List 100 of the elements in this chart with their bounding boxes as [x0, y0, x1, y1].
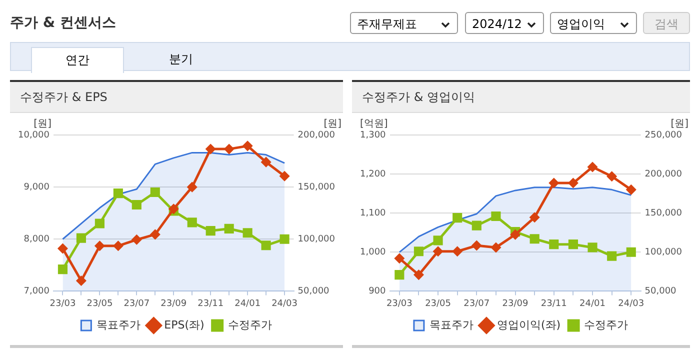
y2-tick-label: 50,000 — [644, 286, 677, 297]
x-tick-label: 23/07 — [464, 298, 490, 309]
y-tick-label: 10,000 — [18, 130, 50, 140]
y2-axis-title: [원] — [324, 118, 342, 130]
point — [394, 254, 404, 264]
point — [187, 182, 197, 192]
point — [113, 188, 123, 198]
text: 영업이익 — [550, 12, 637, 34]
x-tick-label: 24/03 — [272, 298, 298, 309]
y-tick-label: 9,000 — [24, 182, 50, 192]
point — [607, 172, 617, 182]
y-tick-label: 1,000 — [360, 247, 386, 258]
x-tick-label: 24/01 — [234, 298, 261, 309]
point — [150, 187, 160, 198]
point — [472, 220, 482, 230]
x-tick-label: 23/07 — [124, 298, 150, 309]
point — [549, 240, 559, 250]
point — [280, 234, 290, 244]
x-tick-label: 24/03 — [618, 298, 644, 309]
point — [261, 240, 271, 250]
point — [394, 270, 404, 280]
y-tick-label: 7,000 — [24, 286, 50, 297]
legend-label: 목표주가 — [96, 318, 141, 332]
chart-title: 수정주가 & EPS — [10, 80, 343, 113]
point — [132, 200, 142, 210]
point — [94, 241, 104, 251]
point — [224, 144, 234, 154]
x-tick-label: 23/11 — [540, 298, 567, 309]
point — [414, 270, 424, 280]
point — [76, 233, 86, 243]
y2-tick-label: 50,000 — [298, 286, 330, 297]
y-tick-label: 900 — [368, 286, 386, 297]
y-tick-label: 8,000 — [24, 234, 50, 244]
point — [491, 242, 501, 252]
point — [94, 218, 104, 228]
legend-label: 수정주가 — [584, 318, 628, 332]
point — [588, 162, 598, 172]
point — [452, 246, 462, 256]
point — [280, 171, 290, 181]
x-tick-label: 23/03 — [50, 298, 76, 309]
x-tick-label: 23/11 — [198, 298, 224, 309]
x-tick-label: 23/05 — [86, 298, 113, 309]
text: 분기 — [168, 51, 194, 68]
point — [530, 212, 540, 222]
y2-axis-title: [원] — [670, 118, 689, 130]
y2-tick-label: 150,000 — [298, 182, 336, 192]
point — [607, 251, 617, 261]
point — [549, 178, 559, 188]
x-tick-label: 23/05 — [425, 298, 452, 309]
x-tick-label: 23/03 — [386, 298, 412, 309]
text: 검색 — [643, 12, 690, 34]
point — [433, 236, 443, 246]
point — [452, 213, 462, 223]
point — [242, 141, 252, 151]
x-tick-label: 23/09 — [502, 298, 529, 309]
y2-tick-label: 250,000 — [644, 130, 682, 140]
point — [568, 240, 578, 250]
y2-tick-label: 100,000 — [298, 234, 336, 244]
legend-label: 수정주가 — [228, 318, 272, 332]
point — [510, 230, 520, 240]
text: 연간 — [31, 47, 124, 73]
point — [530, 234, 540, 244]
y-tick-label: 1,200 — [360, 169, 386, 180]
point — [76, 276, 86, 286]
y2-tick-label: 200,000 — [644, 169, 682, 180]
point — [187, 218, 197, 228]
text: 2024/12 — [465, 12, 544, 34]
x-tick-label: 24/01 — [580, 298, 606, 309]
point — [224, 224, 234, 234]
point — [491, 211, 501, 222]
point — [132, 234, 142, 244]
point — [414, 246, 424, 256]
point — [206, 226, 216, 236]
point — [472, 240, 482, 250]
point — [58, 244, 68, 254]
y-axis-title: [억원] — [360, 118, 388, 130]
text: 주가 & 컨센서스 — [10, 14, 116, 32]
legend-label: 영업이익(좌) — [496, 318, 561, 332]
x-tick-label: 23/09 — [160, 298, 187, 309]
point — [261, 157, 271, 167]
chart-title: 수정주가 & 영업이익 — [352, 80, 690, 113]
legend-label: 목표주가 — [429, 318, 474, 332]
y2-tick-label: 150,000 — [644, 208, 682, 218]
point — [433, 246, 443, 256]
point — [206, 144, 216, 154]
point — [150, 230, 160, 240]
text: 주재무제표 — [350, 12, 458, 34]
legend-label: EPS(좌) — [164, 318, 204, 332]
y2-tick-label: 100,000 — [644, 247, 682, 258]
point — [58, 264, 68, 274]
y-tick-label: 1,300 — [360, 130, 386, 140]
point — [568, 178, 578, 188]
point — [588, 242, 598, 252]
y2-tick-label: 200,000 — [298, 130, 336, 140]
point — [626, 184, 636, 194]
point — [626, 247, 636, 257]
y-tick-label: 1,100 — [360, 208, 386, 218]
y-axis-title: [원] — [34, 118, 52, 130]
point — [242, 228, 252, 238]
point — [113, 241, 123, 251]
